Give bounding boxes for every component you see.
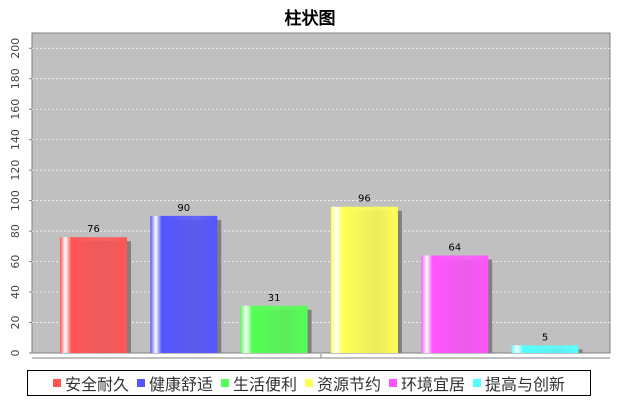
legend: 安全耐久 健康舒适 生活便利 资源节约 环境宜居 提高与创新 — [27, 370, 591, 396]
y-tick-label: 80 — [9, 224, 22, 238]
data-label: 76 — [87, 224, 100, 235]
bar-6 — [511, 345, 579, 353]
y-tick-label: 100 — [9, 190, 22, 211]
y-tick-label: 0 — [9, 350, 22, 357]
bar-4 — [330, 206, 398, 353]
legend-label: 资源节约 — [317, 375, 382, 394]
legend-item: 资源节约 — [305, 371, 381, 395]
legend-swatch — [136, 379, 145, 387]
legend-label: 健康舒适 — [148, 375, 213, 394]
plot-area: 0 20 40 60 80 100 120 140 160 180 200 76 90 31 96 64 5 — [9, 32, 611, 359]
y-tick-label: 20 — [9, 316, 22, 330]
legend-swatch — [389, 379, 398, 387]
data-label: 90 — [177, 203, 190, 214]
y-tick-label: 60 — [9, 255, 22, 269]
y-tick-label: 160 — [9, 99, 22, 120]
legend-item: 安全耐久 — [52, 371, 129, 395]
data-label: 31 — [268, 293, 281, 304]
data-label: 5 — [542, 332, 548, 343]
legend-swatch — [473, 379, 482, 387]
bar-3 — [240, 305, 308, 353]
legend-label: 生活便利 — [232, 375, 297, 394]
legend-label: 安全耐久 — [64, 375, 129, 394]
legend-item: 生活便利 — [220, 371, 297, 395]
y-tick-label: 40 — [9, 285, 22, 299]
data-label: 64 — [448, 242, 461, 253]
y-tick-label: 120 — [9, 160, 22, 181]
legend-swatch — [305, 379, 313, 387]
legend-item: 环境宜居 — [389, 371, 465, 395]
bar-5 — [421, 255, 489, 353]
bar-2 — [150, 215, 218, 353]
y-tick-label: 180 — [9, 68, 22, 89]
y-tick-label: 200 — [9, 38, 22, 59]
legend-item: 健康舒适 — [136, 371, 213, 395]
y-tick-label: 140 — [9, 129, 22, 150]
legend-label: 环境宜居 — [401, 375, 466, 394]
bar-1 — [60, 237, 127, 353]
data-label: 96 — [358, 194, 371, 205]
legend-label: 提高与创新 — [485, 375, 566, 394]
chart-title: 柱状图 — [284, 9, 336, 29]
legend-swatch — [220, 379, 229, 387]
legend-item: 提高与创新 — [473, 371, 565, 395]
legend-swatch — [52, 379, 61, 387]
